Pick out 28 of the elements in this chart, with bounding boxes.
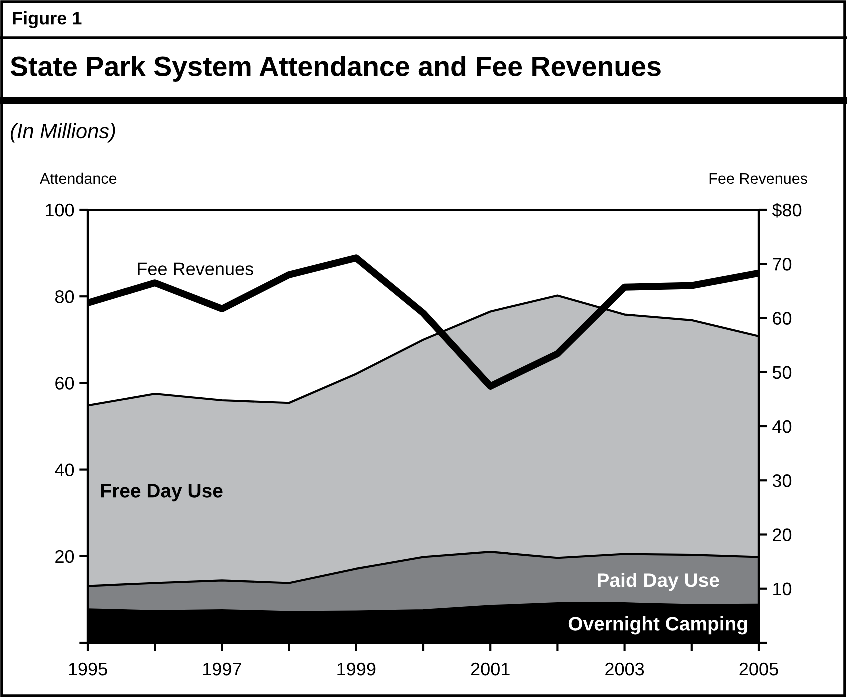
y-tick-label: 20 [56,550,74,564]
y2-tick-label: 40 [772,420,792,434]
x-tick-label: 1999 [338,662,376,676]
y2-tick-label: $80 [772,203,802,218]
series-label: Overnight Camping [568,616,748,635]
x-tick-label: 1997 [203,662,242,676]
y2-tick-label: 50 [772,366,792,380]
caption: Figure 1 [13,12,82,28]
y-tick-label: 40 [55,464,74,477]
y2-tick-label: 10 [774,582,792,596]
chart-subtitle: (In Millions) [10,123,116,143]
x-tick-label: 2003 [606,662,644,676]
y2-tick-label: 30 [772,474,792,488]
y2-tick-label: 70 [773,258,792,271]
x-tick-label: 1995 [69,662,108,676]
chart-title: State Park System Attendance and Fee Revenues [10,56,661,82]
y-tick-label: 60 [56,377,74,390]
y2-tick-label: 60 [773,312,792,325]
y-axis-title: Attendance [40,172,117,184]
x-tick-label: 2001 [471,662,510,676]
x-tick-label: 2005 [740,662,778,676]
y2-axis-title: Fee Revenues [710,173,808,184]
y-tick-label: 80 [56,290,74,304]
series-label: Fee Revenues [138,262,254,276]
series-label: Paid Day Use [598,572,720,592]
y2-tick-label: 20 [773,528,792,542]
series-label: Free Day Use [102,484,223,502]
y-tick-label: 100 [46,204,74,217]
